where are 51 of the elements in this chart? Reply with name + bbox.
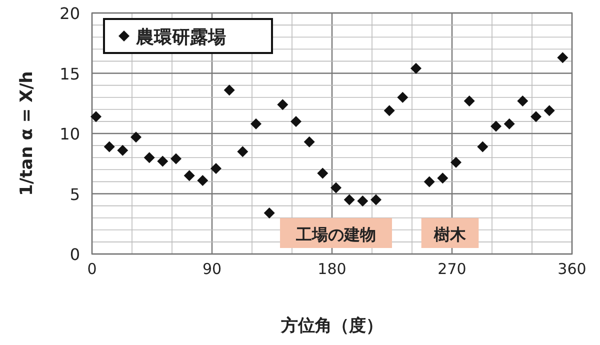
point xyxy=(384,105,395,116)
point xyxy=(117,144,128,156)
point xyxy=(304,136,315,148)
x-tick-label: 360 xyxy=(558,260,586,278)
point xyxy=(184,170,195,182)
point xyxy=(170,153,182,164)
point xyxy=(157,156,168,167)
point xyxy=(224,84,235,96)
y-tick-label: 5 xyxy=(70,184,80,204)
legend-label: 農環研露場 xyxy=(135,27,226,48)
x-tick-label: 270 xyxy=(438,260,466,278)
y-tick-label: 15 xyxy=(60,64,80,84)
point xyxy=(357,195,368,206)
y-tick-label: 0 xyxy=(70,245,80,264)
y-axis-title: 1/tan α = X/h xyxy=(17,71,37,196)
point xyxy=(450,156,462,168)
point xyxy=(130,132,142,143)
point xyxy=(330,182,342,194)
x-tick-label: 90 xyxy=(202,260,222,278)
y-tick-label: 20 xyxy=(60,4,80,23)
point xyxy=(250,118,262,130)
y-tick-label: 10 xyxy=(60,124,80,144)
point xyxy=(370,194,382,206)
point xyxy=(477,141,488,152)
point xyxy=(530,111,542,122)
point xyxy=(210,162,222,174)
point xyxy=(397,92,408,103)
band-label: 工場の建物 xyxy=(295,225,376,244)
point xyxy=(264,208,275,219)
x-axis-title: 方位角（度） xyxy=(280,316,383,336)
band-label: 樹木 xyxy=(433,225,467,244)
x-tick-label: 180 xyxy=(318,260,346,278)
point xyxy=(237,146,248,158)
point xyxy=(490,120,502,132)
point xyxy=(464,95,475,106)
x-tick-label: 0 xyxy=(87,260,97,278)
point xyxy=(90,111,102,122)
point xyxy=(517,95,528,106)
point xyxy=(424,176,435,188)
point xyxy=(317,168,328,179)
point xyxy=(344,194,355,206)
point xyxy=(544,105,555,116)
point xyxy=(144,152,155,164)
point xyxy=(277,99,288,110)
point xyxy=(437,172,448,184)
point xyxy=(557,52,568,64)
point xyxy=(410,62,422,74)
point xyxy=(197,174,208,186)
point xyxy=(290,116,302,127)
point xyxy=(104,141,115,152)
point xyxy=(504,118,515,130)
